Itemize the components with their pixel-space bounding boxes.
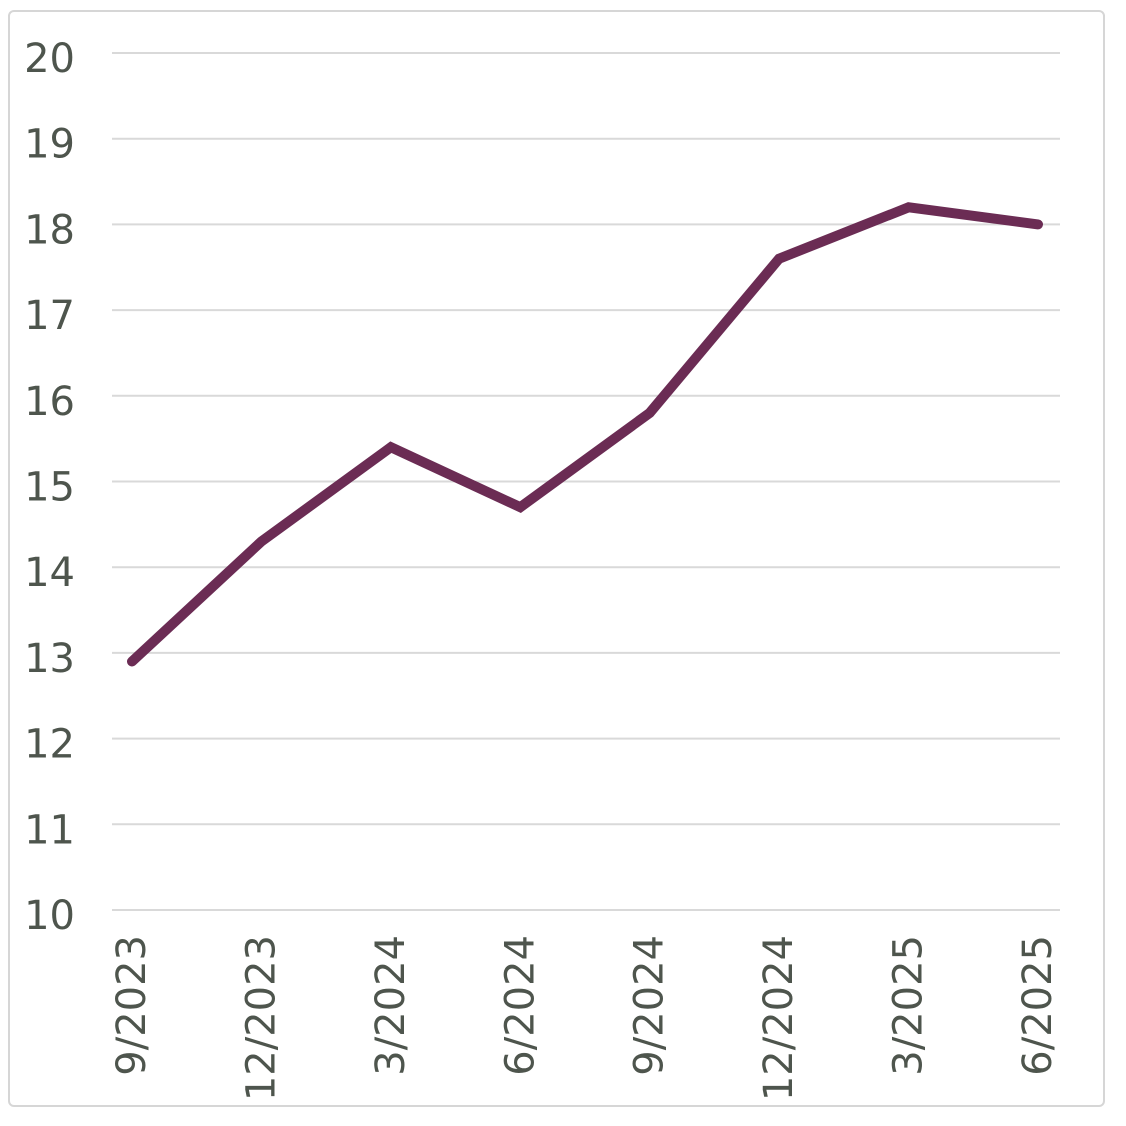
y-tick-label: 13 xyxy=(24,636,75,682)
y-tick-label: 20 xyxy=(24,36,75,82)
x-tick-label: 3/2025 xyxy=(886,935,932,1076)
y-axis-labels: 20 19 18 17 16 15 14 13 12 11 10 xyxy=(24,36,75,939)
x-tick-label: 9/2024 xyxy=(627,935,673,1076)
x-tick-label: 9/2023 xyxy=(109,935,155,1076)
x-tick-label: 3/2024 xyxy=(368,935,414,1076)
y-tick-label: 19 xyxy=(24,122,75,168)
gridlines-group xyxy=(112,52,1060,911)
y-tick-label: 12 xyxy=(24,722,75,768)
y-tick-label: 18 xyxy=(24,207,75,253)
y-tick-label: 14 xyxy=(24,550,75,596)
y-tick-label: 15 xyxy=(24,465,75,511)
y-tick-label: 10 xyxy=(24,893,75,939)
x-tick-label: 12/2023 xyxy=(238,935,284,1101)
x-tick-label: 6/2024 xyxy=(497,935,543,1076)
y-tick-label: 16 xyxy=(24,379,75,425)
y-tick-label: 17 xyxy=(24,293,75,339)
x-tick-label: 6/2025 xyxy=(1015,935,1061,1076)
x-tick-label: 12/2024 xyxy=(756,935,802,1101)
data-line xyxy=(127,202,1043,667)
x-axis-labels: 9/2023 12/2023 3/2024 6/2024 9/2024 12/2024 3/… xyxy=(109,935,1061,1101)
chart-frame xyxy=(8,10,1105,1107)
y-tick-label: 11 xyxy=(24,807,75,853)
